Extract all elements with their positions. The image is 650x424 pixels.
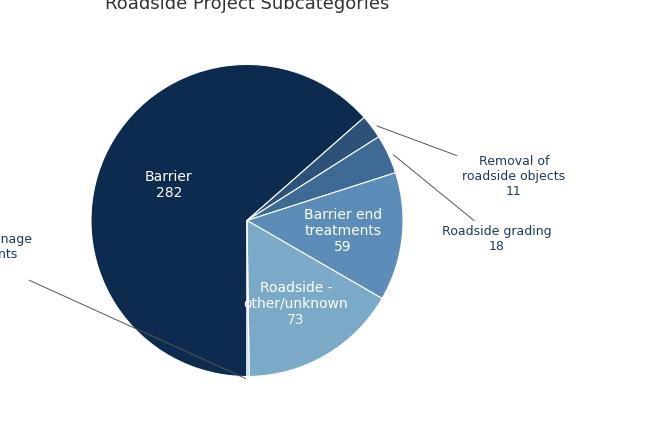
Text: Roadside grading
18: Roadside grading 18 xyxy=(393,155,552,253)
Wedge shape xyxy=(247,220,249,377)
Wedge shape xyxy=(247,220,382,377)
Text: Barrier
282: Barrier 282 xyxy=(145,170,192,200)
Text: Curb and drainage
improvements
1: Curb and drainage improvements 1 xyxy=(0,233,246,379)
Text: Removal of
roadside objects
11: Removal of roadside objects 11 xyxy=(377,126,566,198)
Title: Roadside Project Subcategories: Roadside Project Subcategories xyxy=(105,0,389,13)
Wedge shape xyxy=(247,173,403,298)
Text: Roadside -
other/unknown
73: Roadside - other/unknown 73 xyxy=(244,281,348,327)
Wedge shape xyxy=(247,117,379,220)
Wedge shape xyxy=(91,64,364,377)
Text: Barrier end
treatments
59: Barrier end treatments 59 xyxy=(304,207,382,254)
Wedge shape xyxy=(247,137,396,220)
